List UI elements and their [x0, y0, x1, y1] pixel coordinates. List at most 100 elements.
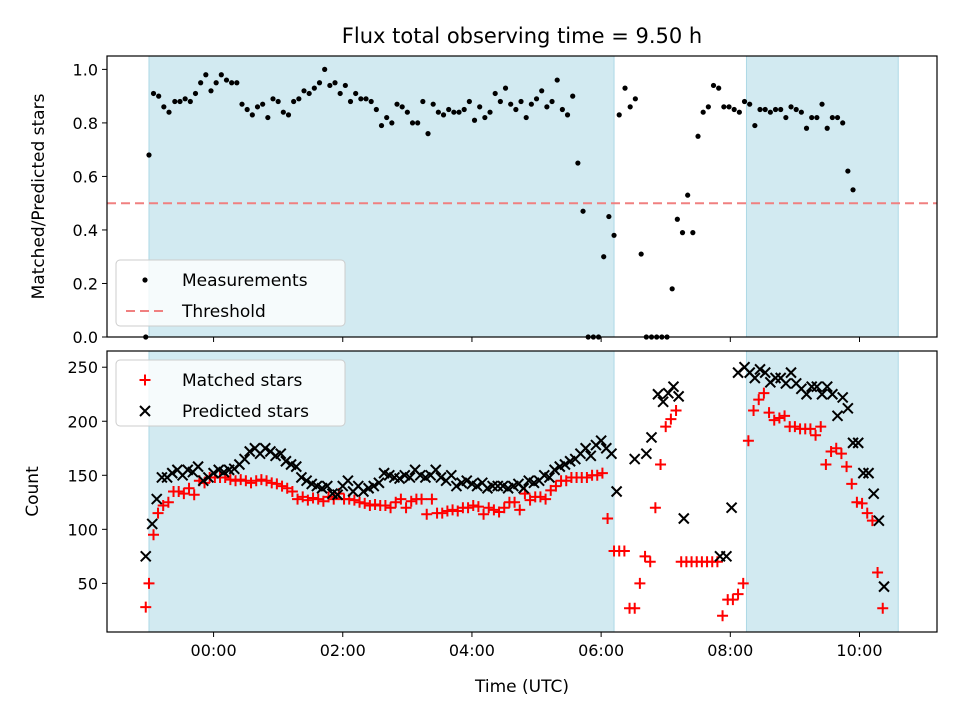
data-point [737, 577, 749, 589]
data-point [266, 477, 278, 489]
legend-marker [139, 374, 151, 386]
data-point [230, 475, 242, 487]
data-point [554, 77, 560, 83]
data-point [705, 104, 711, 110]
data-point [736, 109, 742, 115]
data-point [836, 391, 849, 404]
data-point [644, 556, 656, 568]
data-point [585, 450, 597, 462]
data-point [591, 469, 603, 481]
data-point [173, 486, 185, 497]
data-point [852, 437, 864, 449]
data-point [244, 106, 250, 113]
data-point [166, 467, 178, 479]
data-point [285, 112, 292, 118]
data-point [611, 232, 617, 238]
data-point [575, 160, 581, 166]
data-point [373, 477, 385, 489]
x-tick-label: 06:00 [578, 641, 624, 660]
data-point [213, 80, 219, 86]
legend-box [115, 259, 346, 327]
data-point [672, 390, 685, 403]
data-point [321, 480, 333, 492]
data-point [528, 101, 534, 107]
data-point [364, 500, 376, 512]
data-point [627, 104, 633, 110]
data-point [685, 192, 691, 198]
data-point [373, 106, 379, 113]
x-tick-label: 08:00 [707, 641, 753, 660]
data-point [229, 80, 235, 86]
data-point [783, 114, 789, 121]
data-point [655, 458, 667, 470]
data-point [224, 474, 236, 486]
data-point [539, 88, 545, 94]
data-point [488, 504, 500, 516]
data-point [316, 80, 323, 86]
data-point [596, 467, 608, 479]
data-point [172, 98, 178, 105]
data-point [762, 106, 768, 113]
data-point [769, 372, 782, 384]
data-point [404, 109, 410, 115]
data-point [208, 88, 214, 94]
data-point [747, 101, 753, 107]
data-point [337, 90, 343, 97]
legend-marker [142, 277, 148, 283]
data-point [502, 85, 509, 91]
data-point [645, 431, 658, 444]
data-point [763, 407, 775, 419]
data-point [331, 489, 344, 501]
data-point [727, 594, 739, 606]
data-point [581, 471, 593, 483]
data-point [359, 497, 371, 509]
data-point [731, 106, 737, 113]
data-point [280, 455, 292, 467]
data-point [602, 513, 614, 525]
data-point [409, 120, 416, 126]
data-point [492, 480, 504, 492]
data-point [187, 98, 193, 105]
data-point [793, 106, 799, 113]
data-point [508, 101, 514, 107]
y-tick-label: 200 [67, 412, 98, 431]
data-point [513, 106, 519, 113]
series-matched-stars [140, 387, 889, 622]
x-tick-label: 04:00 [449, 641, 495, 660]
data-point [156, 471, 168, 484]
data-point [861, 507, 873, 519]
data-point [517, 482, 530, 494]
data-point [634, 577, 646, 589]
data-point [405, 495, 417, 507]
data-point [842, 402, 854, 414]
data-point [143, 577, 155, 589]
legend-label: Measurements [182, 271, 308, 291]
data-point [223, 77, 230, 83]
y-tick-label: 150 [67, 466, 98, 485]
data-point [789, 421, 801, 433]
data-point [748, 404, 760, 416]
data-point [265, 114, 271, 121]
y-tick-label: 250 [67, 358, 98, 377]
data-point [426, 493, 438, 505]
data-point [302, 494, 314, 506]
data-point [182, 96, 188, 102]
data-point [632, 96, 638, 102]
data-point [296, 96, 302, 102]
data-point [249, 112, 255, 118]
y-tick-label: 0.6 [73, 167, 98, 186]
data-point [758, 387, 770, 399]
data-point [862, 467, 875, 479]
data-point [678, 512, 690, 525]
data-point [188, 489, 200, 501]
data-point [669, 286, 675, 292]
series-predicted-stars [140, 361, 890, 593]
data-point [471, 117, 478, 123]
data-point [368, 480, 380, 492]
data-point [332, 80, 338, 86]
data-point [867, 487, 880, 500]
data-point [461, 106, 467, 113]
data-point [778, 106, 784, 113]
data-point [851, 496, 863, 508]
y-tick-label: 0.2 [73, 274, 98, 293]
